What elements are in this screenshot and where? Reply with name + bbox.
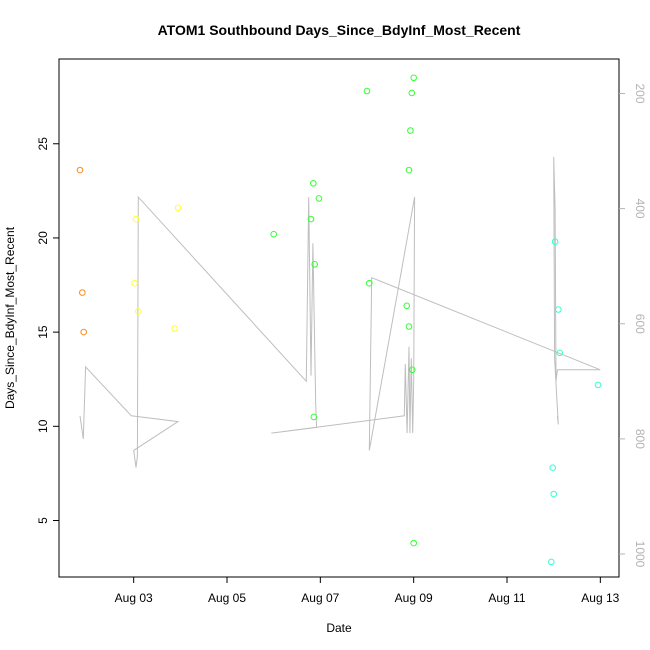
data-point-s2-13 bbox=[409, 366, 416, 374]
data-point-s3-5 bbox=[556, 349, 564, 357]
data-point-s2-11 bbox=[407, 127, 414, 134]
y2-tick-label-1: 400 bbox=[633, 199, 647, 219]
x-tick-label-4: Aug 11 bbox=[488, 591, 525, 605]
y2-tick-label-0: 200 bbox=[633, 83, 647, 103]
secondary-y-axis: 200 400 600 800 1000 bbox=[619, 83, 647, 568]
data-point-s2-0 bbox=[270, 230, 278, 238]
data-point-s0-2 bbox=[80, 328, 87, 336]
data-point-s2-8 bbox=[403, 302, 411, 310]
x-tick-label-0: Aug 03 bbox=[115, 591, 153, 605]
data-point-s1-0 bbox=[131, 279, 138, 287]
points-layer bbox=[76, 74, 602, 566]
y2-tick-label-4: 1000 bbox=[633, 541, 647, 568]
y-axis: 5 10 15 20 25 bbox=[36, 137, 59, 524]
data-point-s1-1 bbox=[132, 215, 140, 223]
y-tick-label-1: 10 bbox=[36, 419, 50, 433]
data-point-s3-2 bbox=[550, 490, 558, 498]
data-point-s3-3 bbox=[551, 238, 559, 245]
data-point-s3-6 bbox=[594, 381, 602, 389]
depth-line bbox=[79, 156, 601, 468]
data-point-s2-10 bbox=[405, 166, 413, 174]
data-point-s2-2 bbox=[310, 180, 317, 187]
data-point-s2-4 bbox=[310, 413, 318, 421]
data-point-s1-3 bbox=[171, 325, 178, 332]
data-point-s0-0 bbox=[76, 166, 84, 174]
y-tick-label-2: 15 bbox=[36, 325, 50, 339]
data-point-s2-7 bbox=[366, 279, 373, 287]
y2-tick-label-2: 600 bbox=[633, 314, 647, 334]
depth-line-layer bbox=[79, 156, 601, 468]
chart-title: ATOM1 Southbound Days_Since_BdyInf_Most_… bbox=[158, 22, 521, 38]
data-point-s3-0 bbox=[548, 558, 555, 566]
data-point-s1-4 bbox=[174, 204, 182, 212]
plot-area bbox=[58, 58, 620, 578]
data-point-s2-3 bbox=[311, 261, 319, 268]
y-tick-label-4: 25 bbox=[36, 137, 50, 151]
x-axis-label: Date bbox=[326, 621, 352, 635]
data-point-s3-1 bbox=[549, 464, 557, 472]
data-point-s1-2 bbox=[135, 308, 142, 315]
y2-tick-label-3: 800 bbox=[633, 429, 647, 449]
data-point-s2-9 bbox=[405, 323, 413, 330]
x-tick-label-5: Aug 13 bbox=[581, 591, 619, 605]
data-point-s2-14 bbox=[410, 74, 418, 82]
data-point-s2-6 bbox=[363, 87, 371, 95]
y-tick-label-3: 20 bbox=[36, 231, 50, 245]
x-axis: Aug 03 Aug 05 Aug 07 Aug 09 Aug 11 Aug 13 bbox=[115, 577, 620, 605]
data-point-s0-1 bbox=[79, 289, 86, 296]
data-point-s2-1 bbox=[307, 215, 315, 223]
y-axis-label: Days_Since_BdyInf_Most_Recent bbox=[3, 226, 17, 409]
data-point-s2-12 bbox=[408, 89, 416, 97]
x-tick-label-3: Aug 09 bbox=[395, 591, 433, 605]
x-tick-label-1: Aug 05 bbox=[208, 591, 246, 605]
data-point-s3-4 bbox=[555, 306, 562, 313]
x-tick-label-2: Aug 07 bbox=[301, 591, 339, 605]
data-point-s2-5 bbox=[315, 195, 323, 202]
data-point-s2-15 bbox=[410, 539, 418, 547]
y-tick-label-0: 5 bbox=[36, 517, 50, 524]
